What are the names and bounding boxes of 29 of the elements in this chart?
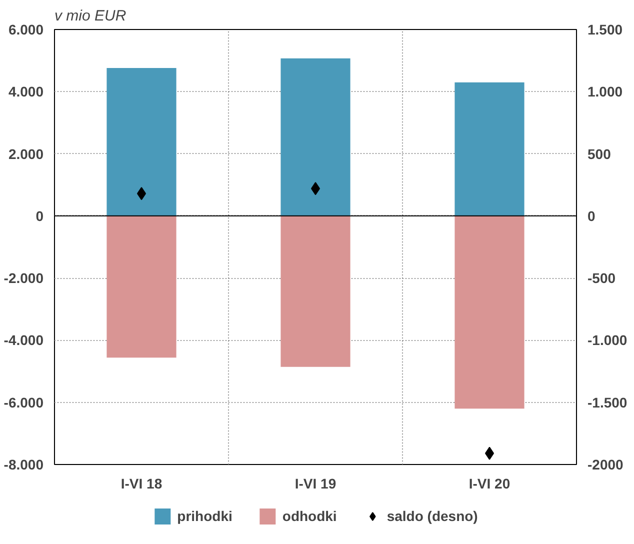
bar (280, 58, 350, 216)
bar (454, 216, 524, 409)
y-tick-label: 4.000 (8, 84, 44, 100)
chart-title: v mio EUR (54, 8, 126, 24)
x-tick-label: I-VI 19 (294, 476, 336, 492)
bar (280, 216, 350, 367)
y2-tick-label: -2000 (588, 456, 624, 472)
x-tick-label: I-VI 18 (120, 476, 162, 492)
x-tick-label: I-VI 20 (468, 476, 510, 492)
bar (106, 216, 176, 358)
y2-tick-label: -1.000 (588, 332, 628, 348)
legend-label: saldo (desno) (386, 508, 478, 524)
y-tick-label: 0 (36, 208, 44, 224)
y-tick-label: 6.000 (8, 22, 44, 38)
y2-tick-label: 0 (588, 208, 596, 224)
y2-tick-label: -500 (588, 270, 616, 286)
y-tick-label: -4.000 (4, 332, 44, 348)
y2-tick-label: 1.500 (588, 22, 623, 38)
legend-label: prihodki (177, 508, 232, 524)
bar (454, 82, 524, 216)
y2-tick-label: 500 (588, 146, 612, 162)
y-tick-label: -8.000 (4, 456, 44, 472)
y-tick-label: 2.000 (8, 146, 44, 162)
y-tick-label: -2.000 (4, 270, 44, 286)
y-tick-label: -6.000 (4, 394, 44, 410)
bar (106, 68, 176, 216)
y2-tick-label: 1.000 (588, 84, 623, 100)
legend-label: odhodki (282, 508, 337, 524)
y2-tick-label: -1.500 (588, 394, 628, 410)
